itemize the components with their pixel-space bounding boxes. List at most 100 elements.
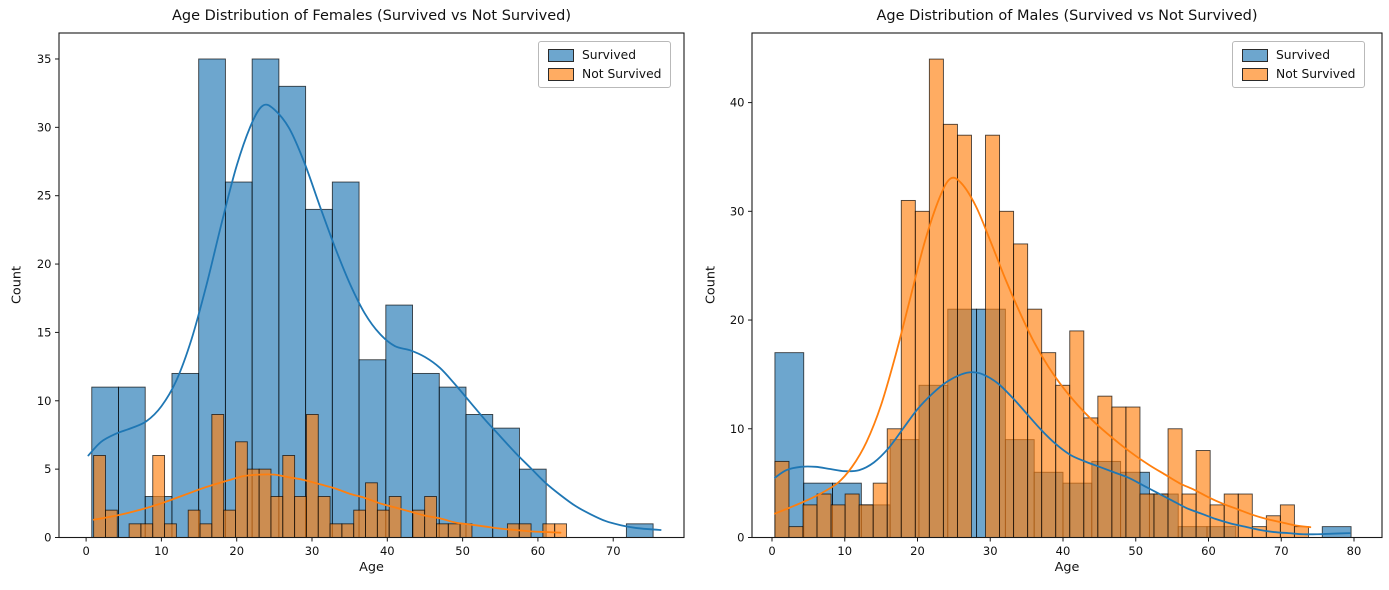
males-hist-bar-not_survived	[1223, 493, 1239, 538]
males-hist-bar-not_survived	[1139, 493, 1155, 538]
males-hist-bar-not_survived	[886, 428, 902, 538]
females-plot-title: Age Distribution of Females (Survived vs…	[171, 8, 572, 24]
legend-label-not-survived: Not Survived	[582, 67, 662, 81]
females-y-tick-label: 10	[37, 394, 52, 408]
females-hist-bar-not_survived	[93, 455, 106, 538]
females-hist-bar-survived	[438, 386, 467, 538]
females-hist-bar-not_survived	[388, 496, 402, 538]
legend-label-not-survived: Not Survived	[1276, 67, 1356, 81]
males-x-tick-label: 30	[983, 544, 998, 558]
males-legend: Survived Not Survived	[1232, 41, 1366, 88]
males-x-tick-label: 50	[1128, 544, 1143, 558]
males-x-tick-label: 80	[1347, 544, 1362, 558]
females-kde-line-survived	[87, 103, 662, 531]
females-hist-bar-not_survived	[542, 523, 556, 538]
females-y-tick-label: 15	[37, 325, 52, 339]
females-hist-bar-not_survived	[258, 468, 272, 538]
females-hist-bar-survived	[492, 427, 520, 538]
legend-label-survived: Survived	[582, 48, 636, 62]
males-hist-bar-not_survived	[830, 504, 846, 538]
males-y-tick-label: 30	[730, 204, 745, 218]
males-hist-bar-not_survived	[1237, 493, 1253, 538]
males-hist-bar-not_survived	[914, 210, 930, 538]
females-hist-bar-not_survived	[554, 523, 567, 538]
males-hist-bar-survived	[1321, 526, 1352, 538]
females-axes-frame	[58, 32, 685, 539]
females-hist-bar-not_survived	[294, 496, 307, 538]
males-hist-bar-not_survived	[1083, 417, 1099, 538]
females-hist-bar-not_survived	[459, 523, 473, 538]
males-x-axis-label: Age	[1054, 560, 1080, 575]
males-x-tick-label: 70	[1274, 544, 1289, 558]
males-hist-bar-not_survived	[1013, 243, 1029, 538]
females-y-tick-label: 25	[37, 189, 52, 203]
males-hist-bar-not_survived	[928, 58, 944, 538]
females-hist-bar-not_survived	[235, 441, 248, 538]
females-x-tick-label: 10	[154, 544, 169, 558]
females-hist-bar-not_survived	[211, 414, 225, 538]
females-x-tick-label: 20	[229, 544, 244, 558]
legend-label-survived: Survived	[1276, 48, 1330, 62]
females-kde-line-not_survived	[92, 473, 562, 534]
males-hist-bar-not_survived	[816, 493, 832, 538]
males-x-tick-label: 40	[1056, 544, 1071, 558]
not-survived-color-swatch	[548, 67, 574, 81]
males-y-tick-label: 20	[730, 313, 745, 327]
females-y-tick-label: 20	[37, 257, 52, 271]
females-hist-bar-not_survived	[128, 523, 142, 538]
males-hist-bar-not_survived	[872, 482, 888, 538]
males-hist-bar-not_survived	[1055, 384, 1071, 538]
males-x-tick-label: 10	[837, 544, 852, 558]
females-hist-bar-not_survived	[447, 523, 461, 538]
males-hist-bar-not_survived	[1125, 406, 1141, 538]
males-hist-bar-not_survived	[1041, 352, 1057, 538]
males-y-tick-label: 10	[730, 422, 745, 436]
females-hist-bar-not_survived	[329, 523, 343, 538]
females-hist-bar-not_survived	[199, 523, 213, 538]
females-y-tick-label: 35	[37, 52, 52, 66]
males-kde-line-survived	[774, 371, 1351, 536]
males-x-tick-label: 0	[768, 544, 775, 558]
females-y-axis-label: Count	[9, 265, 25, 305]
females-hist-bar-not_survived	[282, 455, 296, 538]
males-hist-bar-not_survived	[985, 134, 1001, 538]
survived-color-swatch	[1242, 48, 1268, 62]
females-legend: Survived Not Survived	[538, 41, 672, 88]
females-y-tick-label: 5	[44, 462, 51, 476]
males-plot-title: Age Distribution of Males (Survived vs N…	[876, 8, 1258, 24]
females-hist-bar-not_survived	[105, 509, 118, 538]
males-hist-bar-not_survived	[858, 504, 874, 538]
males-kde-line-not_survived	[774, 176, 1312, 529]
females-hist-bar-not_survived	[341, 523, 355, 538]
males-hist-bar-not_survived	[1069, 330, 1085, 538]
males-hist-bar-not_survived	[844, 493, 860, 538]
females-x-tick-label: 60	[531, 544, 546, 558]
males-hist-bar-not_survived	[802, 504, 818, 538]
females-hist-bar-not_survived	[246, 468, 260, 538]
females-hist-bar-not_survived	[305, 414, 319, 538]
females-hist-bar-not_survived	[376, 509, 390, 538]
females-hist-bar-not_survived	[164, 523, 177, 538]
males-hist-bar-not_survived	[999, 210, 1015, 538]
females-hist-bar-not_survived	[140, 523, 154, 538]
females-hist-bar-not_survived	[365, 482, 378, 538]
females-x-tick-label: 40	[380, 544, 395, 558]
males-hist-bar-not_survived	[788, 526, 804, 538]
males-hist-bar-not_survived	[1181, 493, 1197, 538]
females-x-tick-label: 30	[305, 544, 320, 558]
males-hist-bar-not_survived	[900, 199, 916, 538]
females-x-tick-label: 70	[606, 544, 621, 558]
females-hist-bar-not_survived	[223, 509, 236, 538]
males-y-tick-label: 40	[730, 96, 745, 110]
not-survived-color-swatch	[1242, 67, 1268, 81]
males-hist-bar-not_survived	[1153, 493, 1169, 538]
males-hist-bar-not_survived	[1293, 526, 1309, 538]
females-y-tick-label: 0	[44, 531, 51, 545]
females-x-axis-label: Age	[359, 560, 384, 575]
legend-item-not-survived: Not Survived	[1242, 67, 1355, 81]
legend-item-survived: Survived	[1242, 48, 1355, 62]
females-hist-bar-not_survived	[152, 455, 166, 538]
males-axes-frame	[751, 32, 1383, 539]
